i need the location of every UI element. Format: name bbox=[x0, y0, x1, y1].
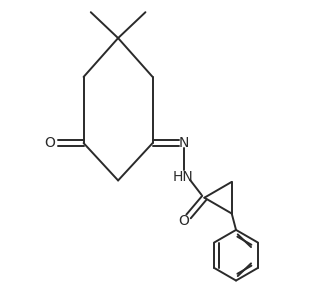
Text: N: N bbox=[179, 136, 189, 150]
Text: O: O bbox=[178, 214, 189, 228]
Text: HN: HN bbox=[172, 170, 193, 184]
Text: O: O bbox=[44, 136, 55, 150]
